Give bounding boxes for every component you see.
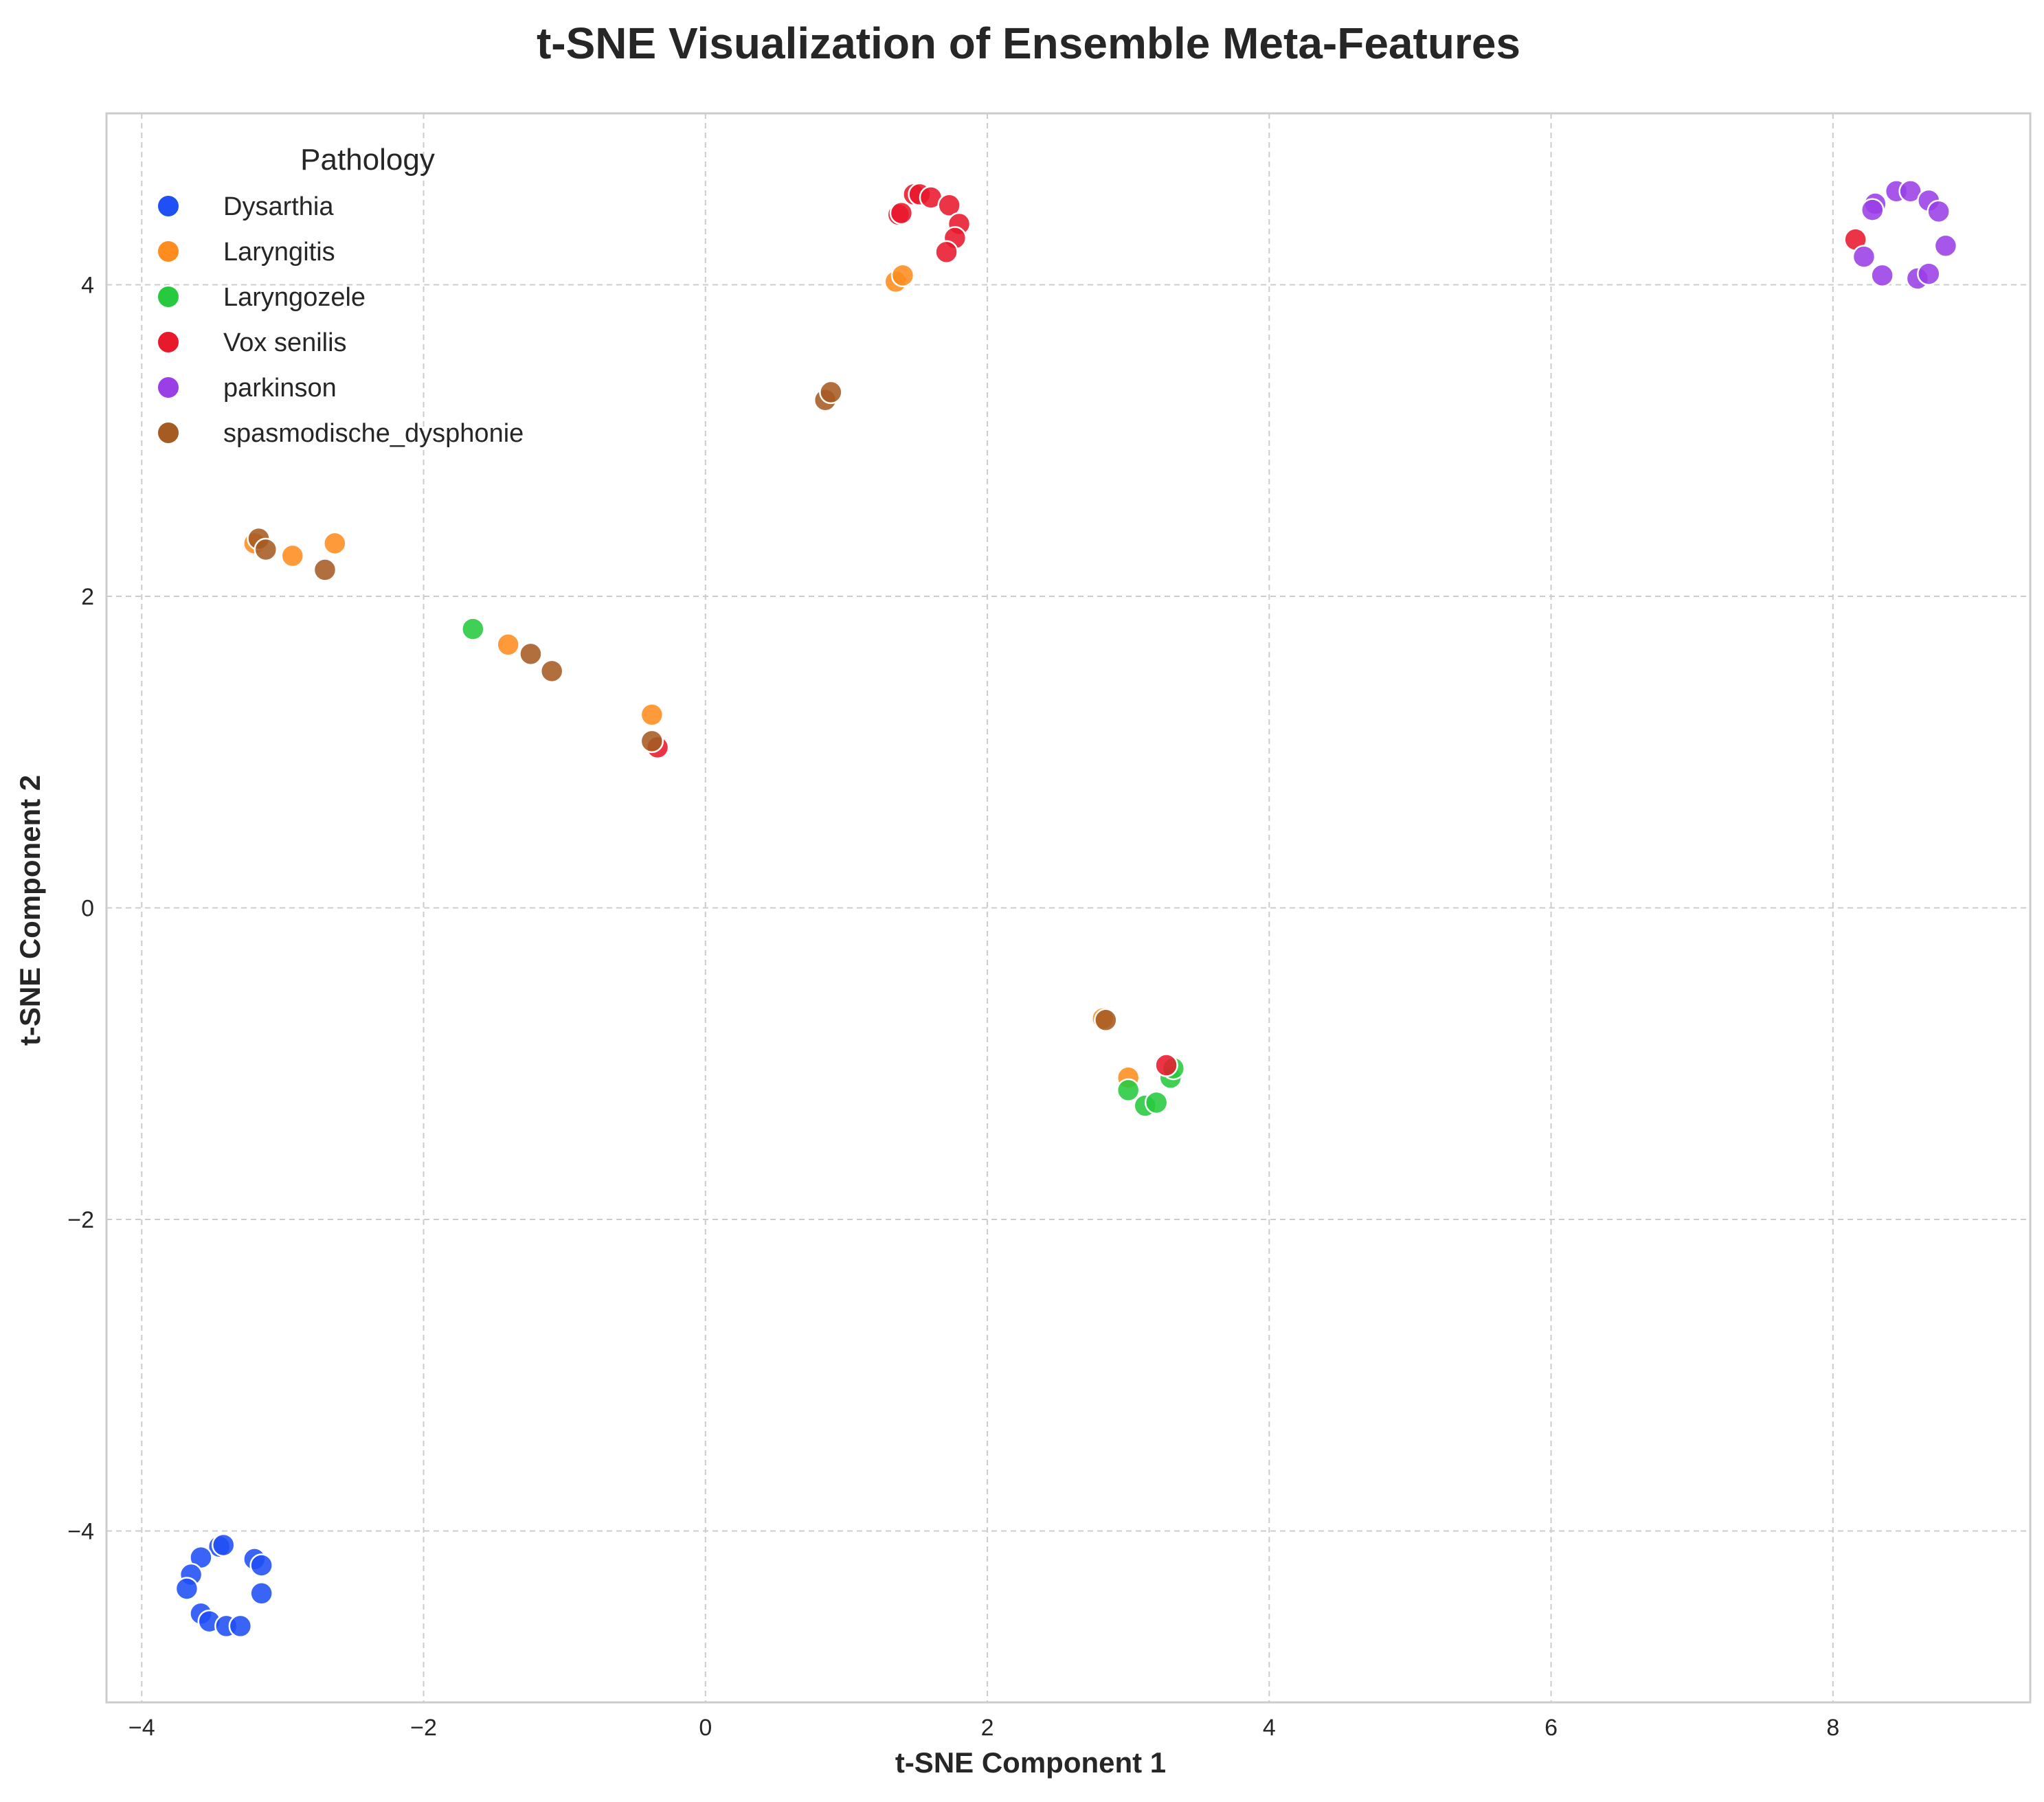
- legend-marker-vox-senilis: [157, 330, 180, 354]
- data-point-laryngozele: [1116, 1078, 1141, 1103]
- x-tick-label: −2: [410, 1715, 437, 1741]
- plot-frame: [105, 112, 2032, 1704]
- y-tick-label: 2: [81, 584, 94, 610]
- y-tick-label: −2: [67, 1207, 94, 1233]
- data-point-spasmodische-dysphonie: [1094, 1008, 1118, 1033]
- data-point-spasmodische-dysphonie: [539, 659, 564, 684]
- data-point-spasmodische-dysphonie: [313, 558, 337, 582]
- data-point-vox-senilis: [937, 193, 961, 218]
- data-point-parkinson: [1933, 234, 1958, 258]
- data-point-parkinson: [1870, 263, 1894, 288]
- legend-label-laryngitis: Laryngitis: [223, 238, 335, 267]
- legend-label-spasmodische-dysphonie: spasmodische_dysphonie: [223, 419, 524, 448]
- data-point-laryngitis: [890, 263, 915, 288]
- legend-title: Pathology: [300, 143, 435, 177]
- legend-marker-parkinson: [157, 376, 180, 399]
- data-point-laryngitis: [496, 633, 520, 657]
- data-point-laryngitis: [640, 703, 664, 727]
- data-point-vox-senilis: [1154, 1053, 1178, 1077]
- legend-marker-spasmodische-dysphonie: [157, 421, 180, 444]
- x-tick-label: 8: [1826, 1715, 1839, 1741]
- data-point-dysarthia: [212, 1533, 236, 1557]
- data-point-dysarthia: [249, 1581, 273, 1606]
- legend-marker-dysarthia: [157, 194, 180, 218]
- data-point-parkinson: [1927, 199, 1951, 224]
- legend-marker-laryngozele: [157, 285, 180, 308]
- legend: Pathology Dysarthia Laryngitis Laryngozele…: [157, 143, 524, 448]
- y-tick-label: 4: [81, 272, 94, 298]
- data-point-laryngozele: [461, 617, 485, 641]
- legend-marker-laryngitis: [157, 240, 180, 263]
- y-axis-label: t-SNE Component 2: [14, 775, 46, 1046]
- legend-label-dysarthia: Dysarthia: [223, 192, 334, 221]
- data-point-vox-senilis: [934, 240, 958, 264]
- legend-label-vox-senilis: Vox senilis: [223, 328, 347, 357]
- data-point-spasmodische-dysphonie: [254, 537, 278, 562]
- x-tick-label: −4: [128, 1715, 155, 1741]
- data-point-spasmodische-dysphonie: [519, 642, 543, 666]
- y-tick-label: 0: [81, 896, 94, 922]
- data-point-parkinson: [1861, 198, 1885, 222]
- x-axis-label: t-SNE Component 1: [895, 1746, 1166, 1779]
- data-point-parkinson: [1898, 179, 1922, 203]
- legend-label-laryngozele: Laryngozele: [223, 283, 366, 312]
- data-points: [175, 179, 1958, 1638]
- data-point-dysarthia: [228, 1614, 253, 1638]
- data-point-laryngitis: [323, 531, 347, 556]
- y-tick-label: −4: [67, 1519, 94, 1545]
- axis-ticks: −4 −2 0 2 4 6 8 −4 −2 0 2 4: [67, 272, 1839, 1741]
- data-point-dysarthia: [249, 1553, 273, 1577]
- x-tick-label: 4: [1263, 1715, 1276, 1741]
- data-point-laryngitis: [280, 543, 305, 568]
- grid: [106, 113, 2030, 1702]
- data-point-laryngozele: [1144, 1090, 1169, 1115]
- data-point-parkinson: [1852, 245, 1876, 269]
- data-point-dysarthia: [175, 1577, 199, 1601]
- x-tick-label: 0: [699, 1715, 712, 1741]
- data-point-spasmodische-dysphonie: [819, 380, 843, 405]
- x-tick-label: 6: [1545, 1715, 1558, 1741]
- x-tick-label: 2: [981, 1715, 994, 1741]
- legend-label-parkinson: parkinson: [223, 374, 337, 403]
- chart-title: t-SNE Visualization of Ensemble Meta-Fea…: [537, 19, 1520, 68]
- data-point-vox-senilis: [889, 201, 914, 225]
- data-point-spasmodische-dysphonie: [640, 729, 664, 754]
- data-point-parkinson: [1917, 262, 1941, 286]
